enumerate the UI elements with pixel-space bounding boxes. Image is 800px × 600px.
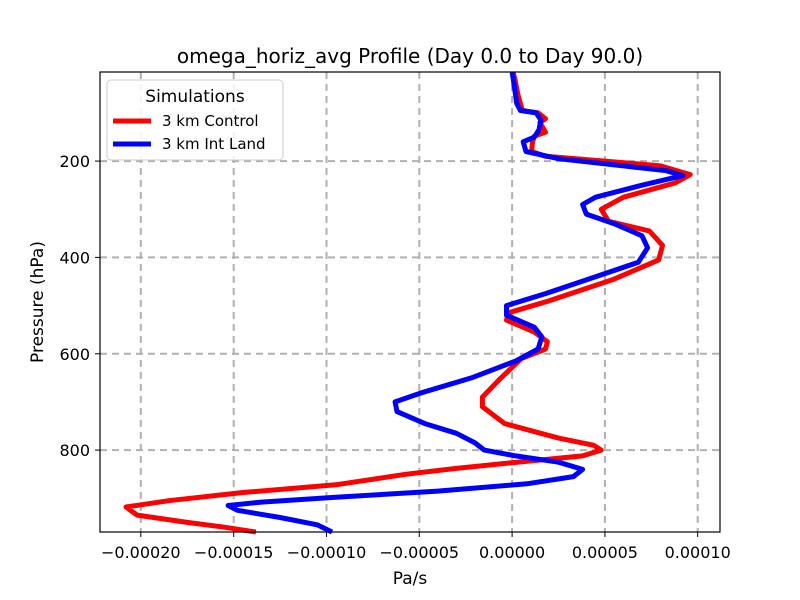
y-tick-label: 200 <box>59 152 90 171</box>
y-tick-label: 800 <box>59 441 90 460</box>
y-tick-label: 400 <box>59 248 90 267</box>
y-tick-label: 600 <box>59 345 90 364</box>
chart-title: omega_horiz_avg Profile (Day 0.0 to Day … <box>177 44 643 68</box>
legend-label-int-land: 3 km Int Land <box>162 135 266 153</box>
plot-frame <box>99 71 721 533</box>
x-tick-label: −0.00015 <box>194 543 274 562</box>
x-tick-label: −0.00005 <box>380 543 460 562</box>
legend-title: Simulations <box>145 87 245 107</box>
x-tick-label: −0.00010 <box>287 543 367 562</box>
legend-label-control: 3 km Control <box>162 112 259 130</box>
x-axis-label: Pa/s <box>393 569 428 589</box>
series-line-int-land <box>225 71 686 535</box>
x-tick-label: 0.00000 <box>479 543 545 562</box>
series-layer <box>123 71 693 535</box>
series-line-control <box>123 71 693 535</box>
x-axis: −0.00020 −0.00015 −0.00010 −0.00005 0.00000 0… <box>101 532 731 562</box>
x-tick-label: −0.00020 <box>101 543 181 562</box>
y-axis-label: Pressure (hPa) <box>28 241 48 363</box>
legend: Simulations 3 km Control 3 km Int Land <box>106 79 284 161</box>
legend-box <box>106 79 284 161</box>
x-tick-label: 0.00005 <box>572 543 638 562</box>
x-tick-label: 0.00010 <box>665 543 731 562</box>
y-axis: 200 400 600 800 <box>59 152 100 460</box>
